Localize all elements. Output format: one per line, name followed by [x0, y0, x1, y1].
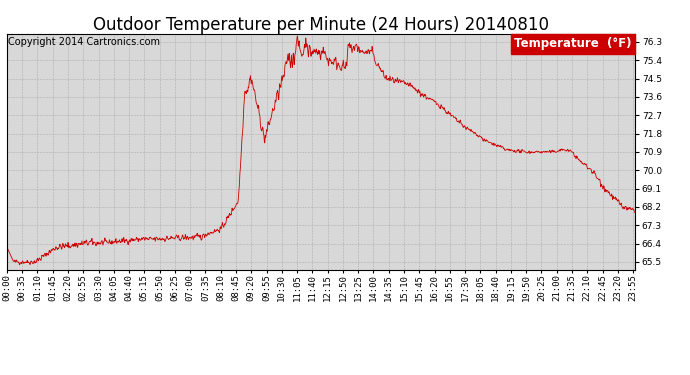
Title: Outdoor Temperature per Minute (24 Hours) 20140810: Outdoor Temperature per Minute (24 Hours… [93, 16, 549, 34]
Text: Copyright 2014 Cartronics.com: Copyright 2014 Cartronics.com [8, 37, 159, 47]
Text: Temperature  (°F): Temperature (°F) [514, 37, 631, 50]
